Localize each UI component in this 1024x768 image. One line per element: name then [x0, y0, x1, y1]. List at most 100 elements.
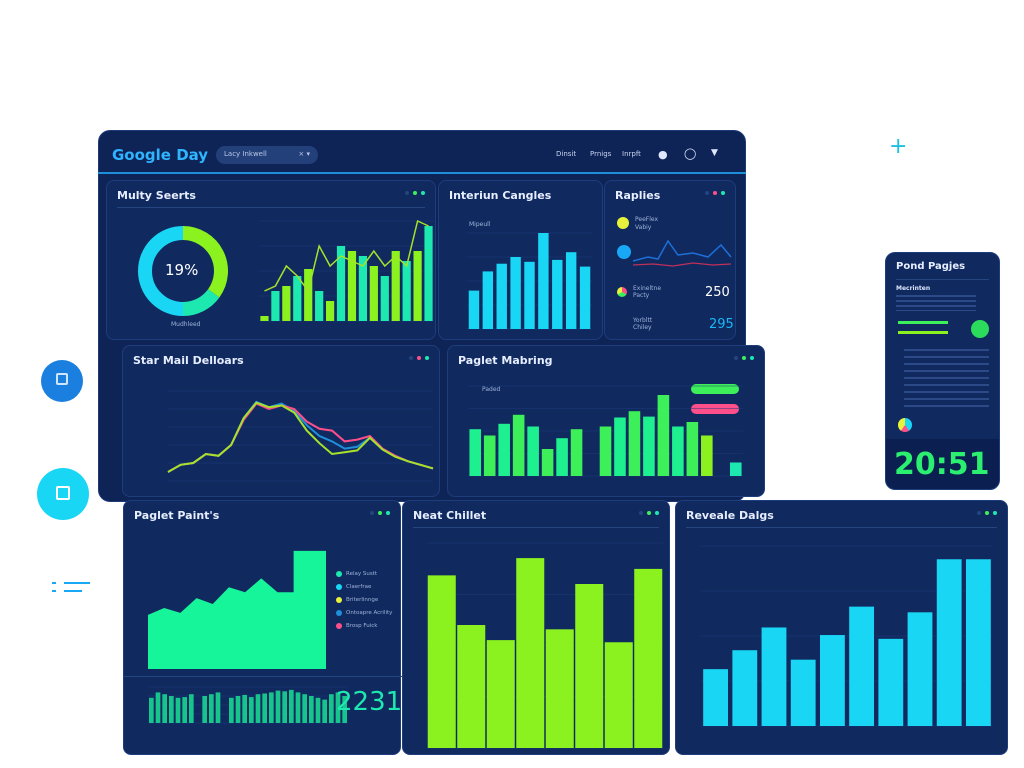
panel-controls[interactable] — [977, 511, 997, 515]
filter-clear-icon[interactable]: × ▾ — [298, 150, 310, 158]
panel-title: Reveale Dalgs — [686, 509, 774, 522]
legend-item: Claerfrae — [336, 584, 392, 590]
donut-slice — [182, 226, 228, 298]
bar — [579, 266, 591, 329]
bar — [614, 417, 626, 476]
bar — [545, 629, 574, 748]
bar — [269, 692, 274, 723]
bar — [672, 426, 684, 476]
bar — [634, 568, 663, 748]
panel-star-mail: Star Mail Delloars — [122, 345, 440, 497]
bar — [229, 697, 234, 723]
nav-link-3[interactable]: Inrpft — [622, 150, 641, 158]
bar — [599, 426, 612, 476]
pie-icon — [617, 217, 629, 229]
bar — [391, 251, 400, 321]
bar — [570, 429, 583, 476]
bar — [309, 696, 314, 723]
bar — [295, 692, 301, 723]
bar — [182, 697, 187, 723]
floating-calendar-button[interactable] — [41, 360, 83, 402]
filter-pill[interactable]: Lacy Inkwell × ▾ — [216, 146, 318, 164]
sparkline — [632, 239, 732, 267]
donut-caption: Mudhleed — [171, 321, 201, 328]
pie-icon — [898, 418, 912, 432]
series-line — [167, 401, 434, 473]
top-bar — [98, 130, 746, 174]
area-chart — [148, 550, 326, 669]
floating-save-button[interactable] — [37, 468, 89, 520]
bar — [761, 627, 787, 726]
bar — [878, 638, 904, 726]
panel-controls[interactable] — [405, 191, 425, 195]
bar — [527, 426, 539, 476]
chart-label: Paded — [482, 386, 501, 393]
panel-title: Neat Chillet — [413, 509, 487, 522]
series-line — [167, 402, 434, 473]
bar — [552, 259, 563, 329]
panel-controls[interactable] — [705, 191, 725, 195]
bar — [496, 263, 507, 329]
list-icon[interactable] — [52, 582, 92, 600]
bar — [729, 462, 742, 476]
panel-reveale-dalgs: Reveale Dalgs — [675, 500, 1008, 755]
mini-bar-chart — [148, 686, 348, 724]
action-button[interactable] — [971, 320, 989, 338]
reply-sub: Vabiy — [635, 224, 652, 231]
reply-label: PeeFlex — [635, 216, 659, 223]
brand-logo[interactable]: Google Day — [112, 146, 209, 164]
bar — [732, 650, 758, 726]
panel-title: Paglet Paint's — [134, 509, 220, 522]
panel-controls[interactable] — [639, 511, 659, 515]
reply-sub: Chiley — [633, 324, 652, 331]
legend-pink[interactable] — [691, 404, 739, 414]
bar — [849, 606, 875, 726]
bar — [282, 691, 287, 723]
bar — [402, 261, 411, 321]
bar — [275, 690, 281, 723]
user-icon[interactable]: ● — [658, 148, 668, 161]
bar — [342, 696, 347, 723]
bar — [541, 449, 554, 476]
bar — [315, 291, 324, 321]
chevron-down-icon[interactable]: ▼ — [711, 148, 718, 158]
legend-green[interactable] — [691, 384, 739, 394]
panel-controls[interactable] — [409, 356, 429, 360]
legend-item: Briterlinnge — [336, 597, 392, 603]
bar — [315, 697, 321, 723]
nav-link-1[interactable]: Dinsit — [556, 150, 577, 158]
reply-value: 250 — [705, 285, 730, 300]
bar — [790, 659, 816, 726]
bar — [325, 301, 335, 321]
bar — [358, 256, 368, 321]
legend: Relay Sustt Claerfrae Briterlinnge Ontoapre… — [336, 571, 392, 636]
bar — [936, 559, 962, 726]
legend-item: Ontoapre Acrility — [336, 610, 392, 616]
bar — [304, 269, 313, 321]
bar — [155, 692, 161, 723]
bar — [262, 693, 267, 723]
section-label: Mecrinten — [896, 285, 931, 292]
panel-title: Paglet Mabring — [458, 354, 553, 367]
bar — [457, 625, 486, 748]
bar — [209, 694, 214, 723]
reply-label: Yorbltt — [633, 317, 653, 324]
text-lines — [896, 295, 976, 311]
bar — [701, 435, 713, 476]
area — [148, 550, 326, 669]
panel-neat-chillet: Neat Chillet — [402, 500, 670, 755]
panel-title: Star Mail Delloars — [133, 354, 244, 367]
multi-pie-icon — [617, 287, 627, 297]
nav-link-2[interactable]: Prnigs — [590, 150, 612, 158]
status-line — [898, 331, 948, 334]
panel-controls[interactable] — [370, 511, 390, 515]
line-chart — [167, 390, 434, 482]
bar — [413, 251, 422, 321]
bar — [169, 696, 174, 723]
panel-controls[interactable] — [734, 356, 754, 360]
big-number: 2231 — [336, 687, 403, 717]
bar — [565, 252, 577, 329]
shield-icon[interactable]: ◯ — [684, 147, 697, 160]
panel-title: Raplies — [615, 189, 661, 202]
bar — [427, 575, 456, 748]
